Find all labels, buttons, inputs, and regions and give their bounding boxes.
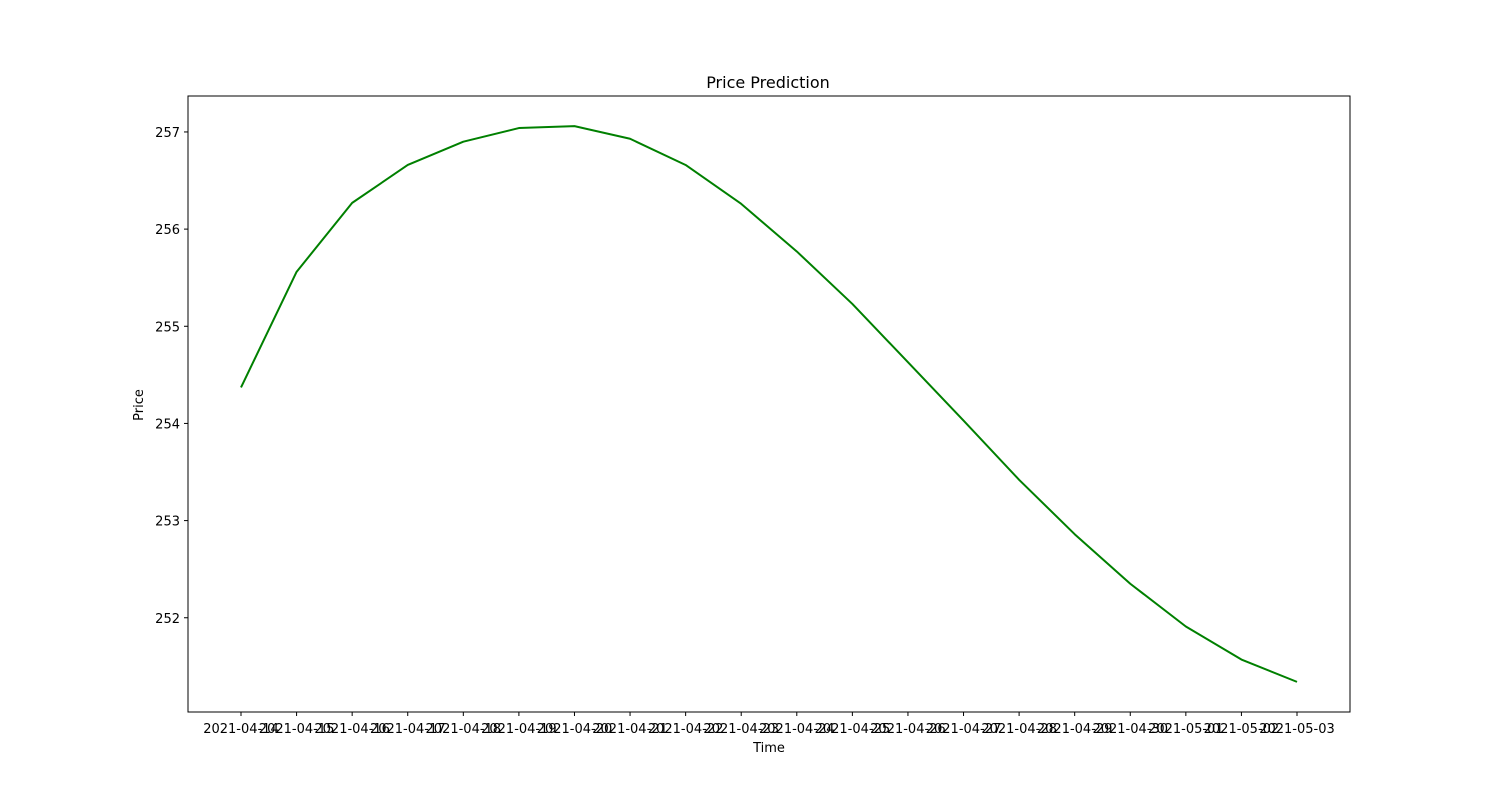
y-tick-label: 255 [155,320,180,335]
y-tick-label: 254 [155,417,180,432]
y-tick-label: 253 [155,515,180,530]
x-tick-label: 2021-04-28 [981,722,1057,737]
y-axis: 252 253 254 255 256 257 [155,126,188,627]
x-tick-label: 2021-05-01 [1148,722,1224,737]
x-tick-label: 2021-05-03 [1259,722,1335,737]
x-tick-label: 2021-04-25 [815,722,891,737]
series-line-0 [240,125,1298,683]
x-tick-label: 2021-04-27 [926,722,1002,737]
x-tick-label: 2021-04-20 [537,722,613,737]
x-tick-label: 2021-04-15 [259,722,335,737]
y-tick-label: 252 [155,612,180,627]
x-tick-label: 2021-04-18 [426,722,502,737]
x-tick-label: 2021-04-23 [703,722,779,737]
x-tick-label: 2021-04-24 [759,722,835,737]
y-tick-label: 257 [155,126,180,141]
x-tick-label: 2021-04-29 [1037,722,1113,737]
chart-title: Price Prediction [706,73,830,92]
x-axis-label: Time [752,741,785,756]
y-tick-label: 256 [155,223,180,238]
x-tick-label: 2021-04-30 [1092,722,1168,737]
x-tick-label: 2021-04-16 [314,722,390,737]
x-tick-label: 2021-04-21 [592,722,668,737]
series-group [240,125,1298,683]
x-tick-label: 2021-04-14 [203,722,279,737]
plot-area-frame [187,95,1351,713]
x-tick-label: 2021-04-19 [481,722,557,737]
x-tick-label: 2021-04-26 [870,722,946,737]
y-axis-label: Price [132,389,147,421]
x-axis: 2021-04-142021-04-152021-04-162021-04-17… [203,712,1335,737]
x-tick-label: 2021-04-22 [648,722,724,737]
x-tick-label: 2021-04-17 [370,722,446,737]
x-tick-label: 2021-05-02 [1204,722,1280,737]
